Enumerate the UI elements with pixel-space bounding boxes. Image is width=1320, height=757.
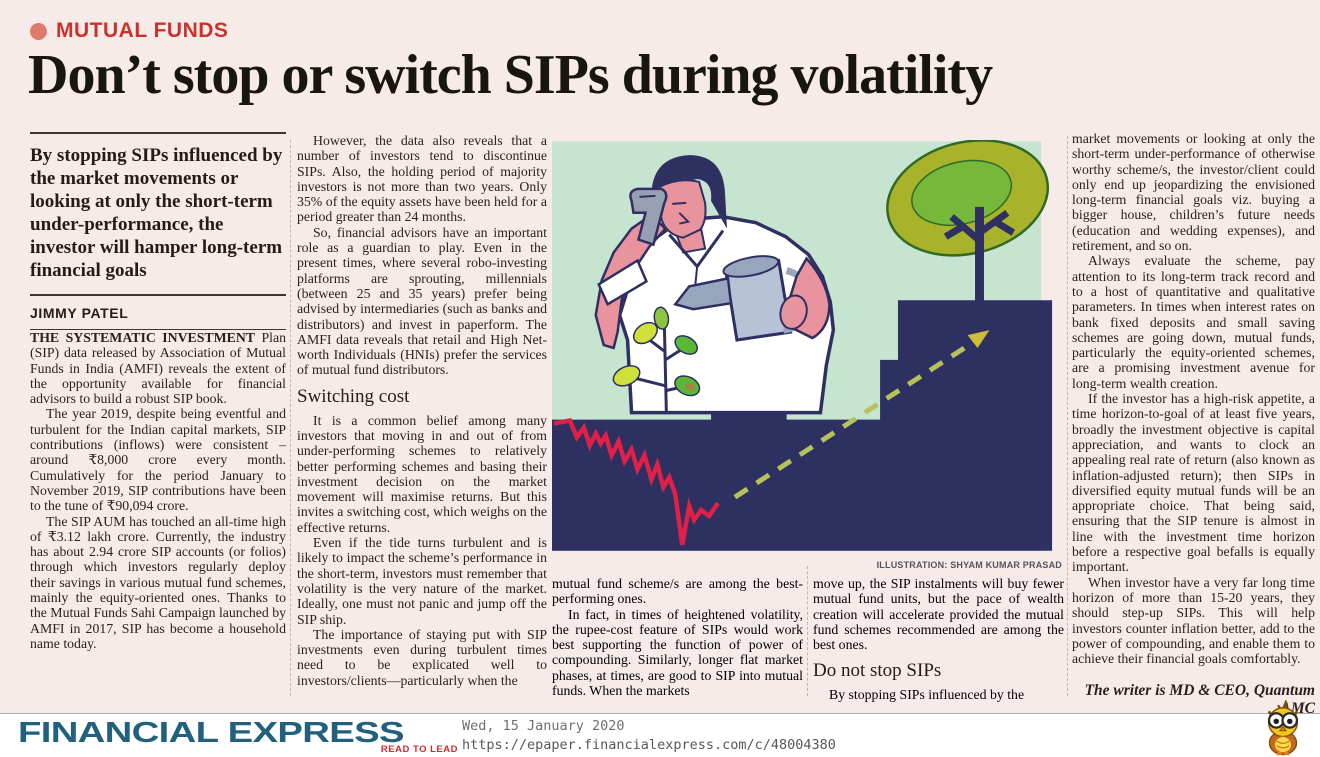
lead-in: THE SYSTEMATIC INVESTMENT: [30, 330, 256, 345]
paragraph: When investor have a very far long time …: [1072, 574, 1315, 667]
epaper-url[interactable]: https://epaper.financialexpress.com/c/48…: [462, 737, 836, 753]
paragraph: By stopping SIPs influenced by the: [829, 687, 1025, 703]
paragraph: Even if the tide turns turbulent and is …: [297, 535, 547, 627]
standfirst-rule-bottom: [30, 294, 286, 296]
logo-wordmark: FINANCIAL EXPRESS: [18, 717, 404, 749]
paragraph-text: Plan (SIP) data released by Association …: [30, 330, 286, 407]
paragraph: So, financial advisors have an important…: [297, 224, 547, 378]
column-divider: [807, 566, 808, 696]
falling-market-line: [553, 418, 720, 546]
paragraph: move up, the SIP instalments will buy fe…: [813, 576, 1064, 653]
column-divider: [290, 140, 291, 696]
paragraph: It is a common belief among many investo…: [297, 412, 547, 535]
paragraph: The importance of staying put with SIP i…: [297, 626, 547, 688]
section-kicker: MUTUAL FUNDS: [30, 19, 228, 43]
tree: [886, 139, 1050, 303]
paragraph: If the investor has a high-risk appetite…: [1072, 391, 1315, 575]
paragraph: In fact, in times of heightened volatili…: [552, 606, 803, 699]
epaper-footer: FINANCIAL EXPRESS READ TO LEAD Wed, 15 J…: [0, 713, 1320, 757]
financial-express-logo: FINANCIAL EXPRESS READ TO LEAD: [18, 717, 458, 756]
column-2: However, the data also reveals that a nu…: [297, 133, 547, 688]
subhead-switching-cost: Switching cost: [297, 385, 410, 407]
illustration-block: ILLUSTRATION: SHYAM KUMAR PRASAD mutual …: [552, 139, 1064, 703]
paragraph: The SIP AUM has touched an all-time high…: [30, 513, 286, 651]
paragraph: The year 2019, despite being eventful an…: [30, 406, 286, 514]
sapling-plant: [612, 306, 701, 412]
footer-meta: Wed, 15 January 2020 https://epaper.fina…: [462, 717, 836, 755]
column-1: By stopping SIPs influenced by the marke…: [30, 132, 286, 651]
column-divider: [1067, 136, 1068, 696]
paragraph: mutual fund scheme/s are among the best-…: [552, 576, 803, 607]
owl-mascot-icon: [1267, 700, 1299, 756]
sip-watering-illustration: [552, 139, 1053, 551]
man-with-watering-can: [594, 155, 836, 415]
section-kicker-label: MUTUAL FUNDS: [56, 19, 229, 42]
paragraph: market movements or looking at only the …: [1072, 131, 1315, 254]
column-4: move up, the SIP instalments will buy fe…: [813, 576, 1064, 703]
column-5: market movements or looking at only the …: [1072, 131, 1315, 718]
standfirst-rule-top: [30, 132, 286, 134]
paragraph: Always evaluate the scheme, pay attentio…: [1072, 253, 1315, 391]
arrowhead: [967, 330, 990, 348]
illustration-credit: ILLUSTRATION: SHYAM KUMAR PRASAD: [876, 560, 1062, 570]
byline-rule: [30, 329, 286, 330]
paragraph: However, the data also reveals that a nu…: [297, 133, 547, 225]
logo-tagline: READ TO LEAD: [380, 744, 458, 755]
article-headline: Don’t stop or switch SIPs during volatil…: [28, 44, 993, 106]
paragraph: THE SYSTEMATIC INVESTMENT Plan (SIP) dat…: [30, 330, 286, 406]
section-bullet-icon: [30, 22, 47, 40]
column-3: mutual fund scheme/s are among the best-…: [552, 576, 803, 703]
edition-date: Wed, 15 January 2020: [462, 718, 625, 734]
rising-arrow-line: [733, 339, 975, 500]
byline: JIMMY PATEL: [30, 305, 129, 321]
standfirst: By stopping SIPs influenced by the marke…: [30, 145, 283, 281]
subhead-do-not-stop-sips: Do not stop SIPs: [813, 660, 942, 682]
